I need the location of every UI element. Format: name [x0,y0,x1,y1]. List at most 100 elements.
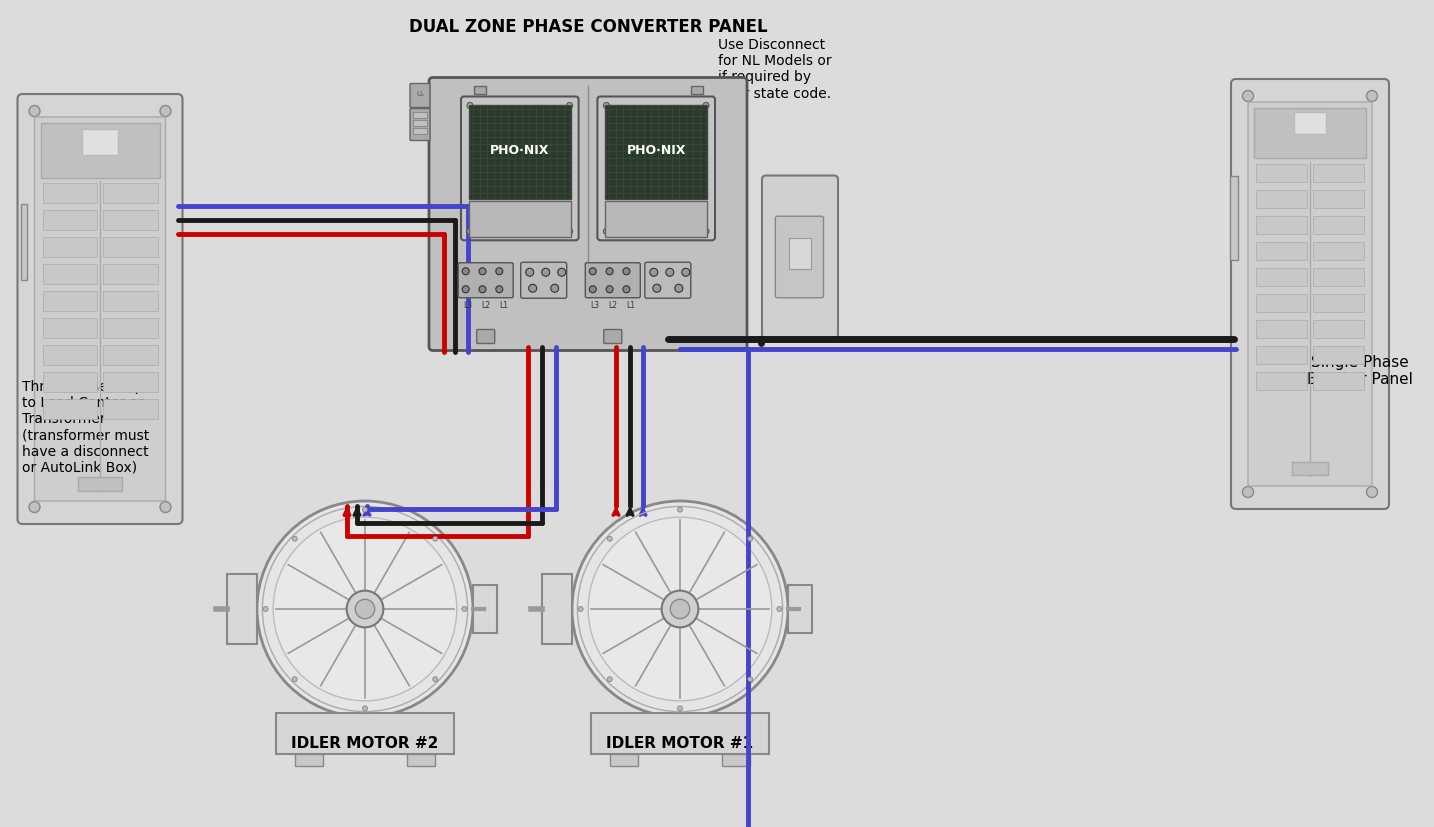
FancyBboxPatch shape [476,330,495,344]
Text: L2: L2 [482,301,490,310]
Text: L1: L1 [627,301,635,310]
Bar [413,121,427,127]
Bar [77,477,122,491]
FancyBboxPatch shape [598,98,716,241]
Circle shape [572,501,789,717]
Circle shape [161,107,171,117]
Bar [43,292,98,312]
Bar [469,105,571,199]
Circle shape [588,518,771,701]
Circle shape [467,229,473,235]
Bar [103,237,158,258]
Circle shape [578,607,584,612]
Circle shape [363,508,367,513]
Circle shape [542,269,549,277]
Bar [1256,269,1306,287]
Circle shape [462,269,469,275]
Circle shape [703,229,708,235]
Circle shape [607,677,612,682]
Bar [275,713,455,754]
Bar [20,205,26,280]
Circle shape [1367,92,1378,103]
FancyBboxPatch shape [459,264,513,299]
Circle shape [558,269,565,277]
Circle shape [274,518,457,701]
Bar [103,399,158,419]
Bar [1256,217,1306,235]
Circle shape [604,103,609,109]
Bar [1293,112,1326,135]
Circle shape [1242,487,1253,498]
FancyBboxPatch shape [1248,103,1372,486]
Circle shape [566,103,572,109]
Circle shape [526,269,533,277]
Circle shape [462,607,467,612]
Circle shape [363,706,367,711]
Bar [413,128,427,134]
Bar [591,713,769,754]
Text: Uₒ: Uₒ [416,90,424,97]
Circle shape [479,269,486,275]
Circle shape [264,607,268,612]
Bar [605,105,707,199]
Circle shape [433,537,437,542]
Bar [82,130,118,155]
Circle shape [433,677,437,682]
Bar [43,237,98,258]
Circle shape [675,285,683,293]
Circle shape [622,269,630,275]
Bar [103,346,158,366]
Text: PHO·NIX: PHO·NIX [627,143,685,156]
Circle shape [529,285,536,293]
FancyBboxPatch shape [17,95,182,524]
Bar [43,372,98,393]
Bar [1256,294,1306,313]
FancyBboxPatch shape [645,263,691,299]
Circle shape [703,103,708,109]
Text: L3: L3 [591,301,599,310]
Circle shape [670,600,690,619]
Text: Single Phase
Breaker Panel: Single Phase Breaker Panel [1306,355,1412,387]
Bar [723,754,750,766]
Bar [103,211,158,231]
FancyBboxPatch shape [429,79,747,351]
Bar [43,265,98,284]
FancyBboxPatch shape [34,118,165,501]
Bar [609,754,638,766]
Bar [1314,217,1364,235]
Bar [1256,191,1306,208]
Circle shape [479,286,486,294]
Bar [227,575,257,643]
Bar [40,124,159,179]
Bar [469,202,571,237]
Bar [542,575,572,643]
Circle shape [681,269,690,277]
Circle shape [589,269,597,275]
Bar [43,346,98,366]
Bar [691,86,703,94]
FancyBboxPatch shape [776,217,823,299]
Bar [605,202,707,237]
FancyBboxPatch shape [410,84,430,108]
Circle shape [257,501,473,717]
Circle shape [607,269,614,275]
Text: IDLER MOTOR #1: IDLER MOTOR #1 [607,735,753,750]
Text: L1: L1 [499,301,508,310]
Text: DUAL ZONE PHASE CONVERTER PANEL: DUAL ZONE PHASE CONVERTER PANEL [409,18,767,36]
Bar [407,754,435,766]
Bar [1256,165,1306,183]
FancyBboxPatch shape [1230,80,1390,509]
Circle shape [467,103,473,109]
Bar [1256,372,1306,390]
Bar [1314,372,1364,390]
Bar [1314,321,1364,338]
Bar [789,238,812,270]
Circle shape [356,600,374,619]
Bar [1230,177,1238,261]
Bar [43,211,98,231]
Bar [473,586,496,633]
Circle shape [677,706,683,711]
Bar [103,318,158,338]
Circle shape [551,285,559,293]
Text: L3: L3 [463,301,472,310]
